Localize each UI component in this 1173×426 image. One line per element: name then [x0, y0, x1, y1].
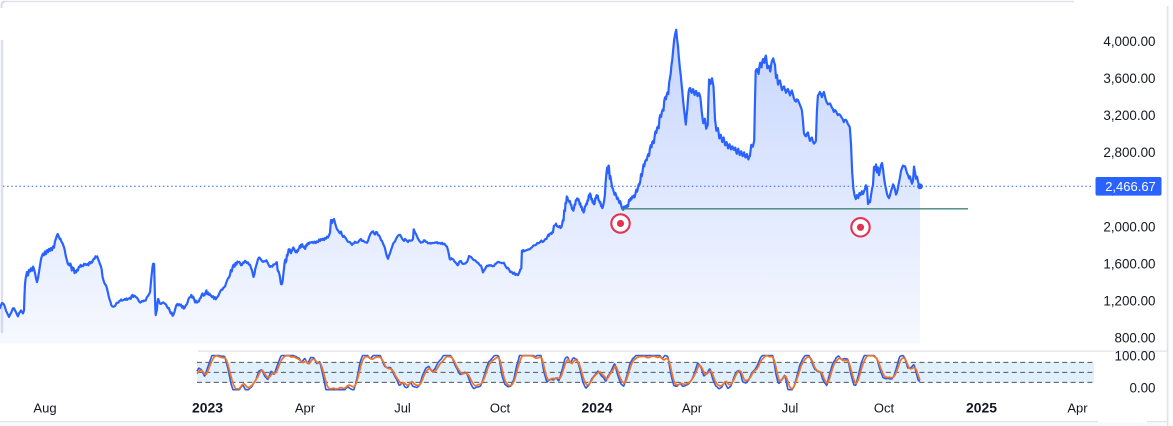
svg-text:2024: 2024	[582, 399, 613, 415]
svg-text:0.00: 0.00	[1129, 380, 1155, 395]
svg-text:Apr: Apr	[682, 400, 703, 415]
svg-text:Apr: Apr	[295, 400, 316, 415]
svg-text:Jul: Jul	[782, 400, 799, 415]
svg-text:Oct: Oct	[874, 400, 895, 415]
svg-text:1,200.00: 1,200.00	[1103, 294, 1155, 309]
svg-text:2,466.67: 2,466.67	[1105, 179, 1156, 194]
svg-text:2025: 2025	[966, 399, 997, 415]
svg-text:2023: 2023	[192, 399, 223, 415]
svg-text:2,000.00: 2,000.00	[1103, 219, 1155, 234]
svg-text:Jul: Jul	[394, 400, 411, 415]
svg-text:4,000.00: 4,000.00	[1103, 34, 1155, 49]
svg-text:100.00: 100.00	[1115, 349, 1156, 364]
svg-text:800.00: 800.00	[1115, 331, 1156, 346]
svg-text:3,600.00: 3,600.00	[1103, 71, 1155, 86]
svg-text:1,600.00: 1,600.00	[1103, 257, 1155, 272]
svg-text:Apr: Apr	[1067, 400, 1088, 415]
svg-text:Oct: Oct	[490, 400, 511, 415]
svg-text:3,200.00: 3,200.00	[1103, 108, 1155, 123]
svg-text:Aug: Aug	[33, 400, 56, 415]
svg-text:2,800.00: 2,800.00	[1103, 145, 1155, 160]
